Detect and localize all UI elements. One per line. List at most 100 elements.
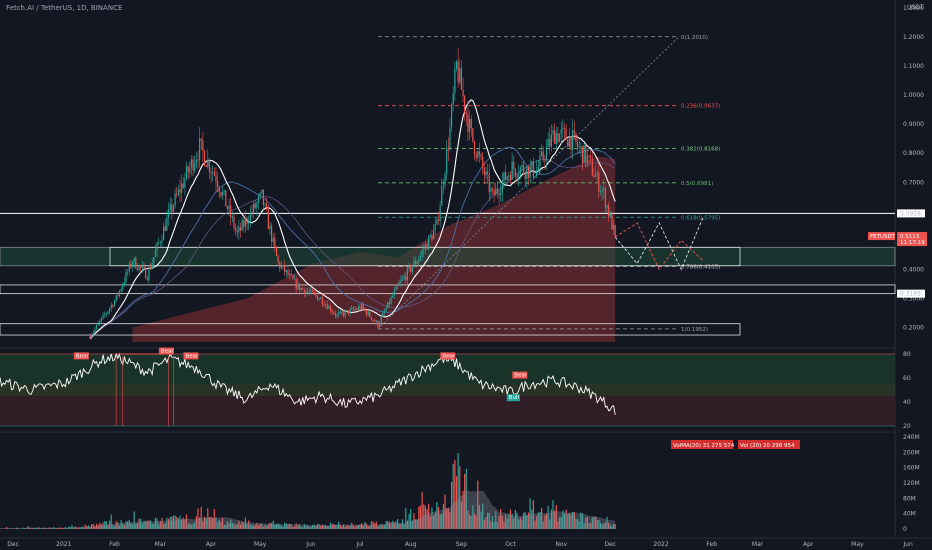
volume-bar <box>264 524 266 529</box>
volume-bar <box>64 527 67 529</box>
candle-body <box>351 308 353 310</box>
candle-body <box>105 313 107 315</box>
volume-bar <box>274 524 276 529</box>
candle-body <box>298 283 301 291</box>
volume-bar <box>539 511 541 529</box>
volume-bar <box>483 520 485 529</box>
candle-body <box>439 205 441 221</box>
candle-body <box>133 258 135 263</box>
candle-body <box>140 265 142 268</box>
candle-body <box>405 276 407 281</box>
candle-body <box>506 176 508 180</box>
candle-body <box>171 204 173 212</box>
volume-bar <box>205 518 207 529</box>
volume-bar <box>5 526 8 529</box>
candle-body <box>611 213 613 230</box>
candle-body <box>432 229 435 240</box>
candle-body <box>416 261 418 264</box>
volume-bar <box>567 513 569 529</box>
candle-body <box>279 262 281 269</box>
symbol-title: Fetch.AI / TetherUS, 1D, BINANCE <box>6 4 123 12</box>
candle-body <box>393 290 395 296</box>
level-box <box>0 284 896 295</box>
candle-body <box>202 140 204 152</box>
candle-body <box>92 332 94 336</box>
candle-body <box>473 141 476 155</box>
volume-bar <box>249 524 251 529</box>
candle-body <box>109 308 111 312</box>
volume-bar <box>91 524 93 529</box>
volume-bar <box>277 523 279 529</box>
time-tick-label: Jun <box>305 541 316 548</box>
candle-body <box>434 224 436 230</box>
volume-bar <box>172 515 175 529</box>
candle-body <box>156 242 158 251</box>
volume-bar <box>604 522 606 529</box>
volume-bar <box>457 453 459 529</box>
candle-body <box>256 202 258 208</box>
candle-body <box>125 272 127 283</box>
volume-bar <box>591 517 593 529</box>
volume-bar <box>2 528 4 529</box>
volume-bar <box>568 513 570 529</box>
candle-body <box>343 312 345 316</box>
volume-bar <box>537 512 539 529</box>
volume-bar <box>133 511 135 529</box>
candle-body <box>369 311 371 317</box>
volume-bar <box>295 523 297 529</box>
volume-bar <box>82 527 85 529</box>
candle-body <box>554 130 556 144</box>
volume-bar <box>320 525 322 529</box>
candle-body <box>594 175 597 177</box>
volume-bar <box>375 521 377 529</box>
candle-body <box>568 136 570 147</box>
candle-body <box>220 192 222 196</box>
volume-bar <box>280 525 283 529</box>
volume-bar <box>416 519 418 529</box>
candle-body <box>563 127 566 129</box>
volume-bar <box>334 524 337 529</box>
volume-bar <box>611 526 613 529</box>
volume-bar <box>387 520 389 529</box>
candle-body <box>567 139 569 147</box>
volume-bar <box>130 522 132 529</box>
volume-bar <box>107 524 109 529</box>
candle-body <box>164 226 166 231</box>
volume-bar <box>488 512 490 529</box>
volume-bar <box>7 528 9 529</box>
fib-level-label: 0.5(0.6981) <box>681 181 713 187</box>
candle-body <box>302 287 304 290</box>
candle-body <box>251 212 253 214</box>
candle-body <box>179 189 181 193</box>
volume-bar <box>163 523 165 529</box>
support-price-badge <box>897 289 925 298</box>
candle-body <box>169 204 171 211</box>
candle-body <box>326 304 328 309</box>
volume-bar <box>583 522 585 529</box>
candle-body <box>253 203 255 213</box>
volume-tick-label: 200M <box>903 449 920 456</box>
volume-tick-label: 80M <box>903 495 916 502</box>
candle-body <box>248 222 250 224</box>
volume-bar <box>290 524 292 529</box>
candle-body <box>426 244 428 249</box>
candle-body <box>362 304 364 309</box>
volume-bar <box>449 512 451 529</box>
volume-bar <box>56 528 58 529</box>
volume-bar <box>360 523 363 529</box>
candle-body <box>259 192 261 197</box>
candle-body <box>436 219 438 225</box>
volume-bar <box>50 527 52 529</box>
candle-body <box>347 310 350 314</box>
resistance-price-label: 0.5928 <box>900 210 921 217</box>
volume-bar <box>572 511 574 529</box>
candle-body <box>194 163 196 171</box>
volume-bar <box>511 513 513 529</box>
candle-body <box>344 310 346 316</box>
volume-bar <box>208 517 211 529</box>
candle-body <box>203 151 206 166</box>
volume-bar <box>15 527 17 529</box>
candle-body <box>325 304 327 306</box>
price-tick-label: 0.2000 <box>903 324 924 331</box>
